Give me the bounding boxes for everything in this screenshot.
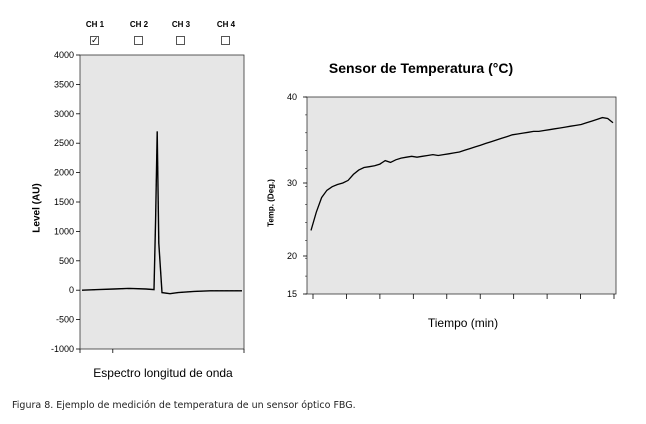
- channel-label-4: CH 4: [216, 20, 236, 29]
- channel-label-2: CH 2: [129, 20, 149, 29]
- y-tick-label-right-3: 40: [287, 92, 297, 102]
- x-axis-label-time: Tiempo (min): [427, 316, 499, 330]
- figure-caption: Figura 8. Ejemplo de medición de tempera…: [12, 400, 356, 411]
- y-tick-label-right-0: 15: [287, 289, 297, 299]
- channel-label-1: CH 1: [85, 20, 105, 29]
- chart-title-temperature: Sensor de Temperatura (°C): [328, 60, 514, 76]
- y-tick-label-left-5: 1500: [54, 197, 74, 207]
- y-tick-label-left-8: 3000: [54, 109, 74, 119]
- y-tick-label-left-9: 3500: [54, 79, 74, 89]
- series-line-temperature: [310, 116, 614, 231]
- y-tick-label-left-3: 500: [59, 256, 74, 266]
- channel-checkbox-1[interactable]: [90, 36, 99, 45]
- y-tick-label-left-10: 4000: [54, 50, 74, 60]
- plot-area-right: [306, 96, 617, 295]
- channel-label-3: CH 3: [171, 20, 191, 29]
- channel-checkbox-4[interactable]: [221, 36, 230, 45]
- plot-area-left: [79, 54, 245, 350]
- y-axis-label-temp: Temp. (Deg.): [266, 179, 276, 227]
- x-axis-label-spectrum: Espectro longitud de onda: [93, 366, 233, 380]
- y-tick-label-right-1: 20: [287, 251, 297, 261]
- y-tick-label-left-1: -500: [56, 315, 74, 325]
- channel-checkbox-2[interactable]: [134, 36, 143, 45]
- y-tick-label-left-6: 2000: [54, 168, 74, 178]
- y-tick-label-left-7: 2500: [54, 138, 74, 148]
- series-line-spectrum-dashed: [81, 131, 242, 295]
- y-tick-label-right-2: 30: [287, 178, 297, 188]
- y-tick-label-left-2: 0: [69, 285, 74, 295]
- y-tick-label-left-4: 1000: [54, 226, 74, 236]
- y-axis-label-level: Level (AU): [31, 183, 43, 233]
- channel-checkbox-3[interactable]: [176, 36, 185, 45]
- y-tick-label-left-0: -1000: [51, 344, 74, 354]
